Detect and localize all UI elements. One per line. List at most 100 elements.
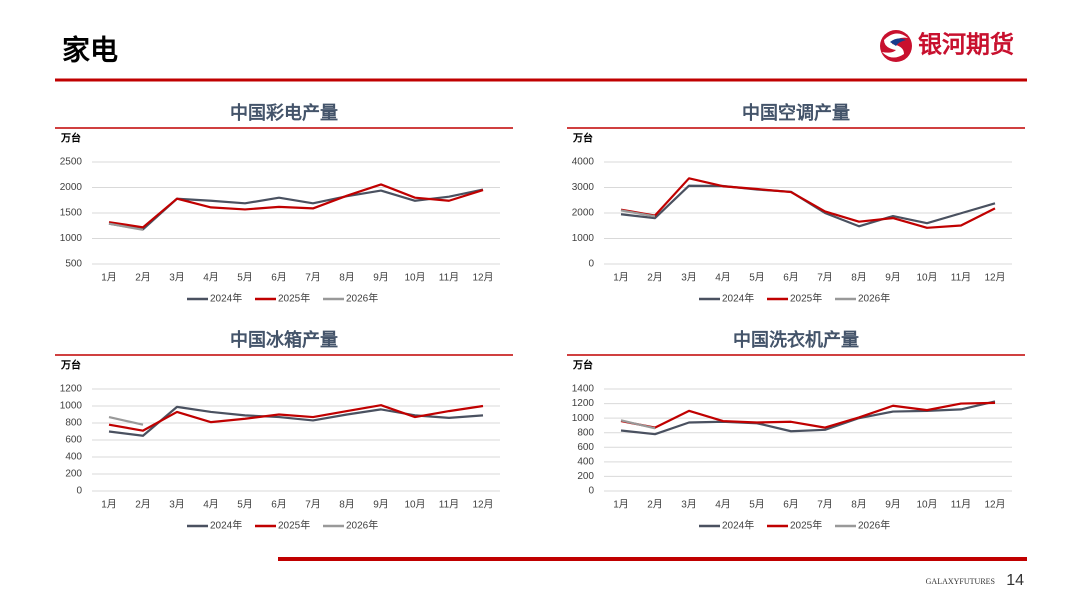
series-line bbox=[108, 222, 144, 231]
y-tick-label: 0 bbox=[588, 486, 594, 497]
y-tick-label: 400 bbox=[577, 456, 594, 467]
x-tick-label: 10月 bbox=[404, 499, 425, 511]
y-tick-label: 1500 bbox=[60, 208, 83, 219]
x-tick-label: 4月 bbox=[203, 499, 219, 511]
y-tick-label: 1400 bbox=[572, 384, 595, 395]
y-tick-label: 1000 bbox=[60, 233, 83, 244]
y-tick-label: 1000 bbox=[572, 233, 595, 244]
series-line bbox=[108, 405, 484, 437]
legend-label: 2026年 bbox=[858, 519, 890, 532]
page-title: 家电 bbox=[62, 33, 118, 65]
x-tick-label: 5月 bbox=[237, 499, 253, 511]
x-tick-label: 3月 bbox=[169, 499, 185, 511]
series-line bbox=[108, 415, 144, 426]
x-tick-label: 3月 bbox=[681, 272, 697, 284]
x-tick-label: 6月 bbox=[271, 499, 287, 511]
y-tick-label: 2000 bbox=[60, 182, 83, 193]
y-tick-label: 1200 bbox=[60, 384, 83, 395]
x-tick-label: 2月 bbox=[135, 272, 151, 284]
x-tick-label: 7月 bbox=[817, 272, 833, 284]
legend-label: 2024年 bbox=[210, 519, 242, 532]
x-tick-label: 8月 bbox=[851, 499, 867, 511]
legend-label: 2024年 bbox=[722, 519, 754, 532]
series-line bbox=[620, 419, 656, 430]
x-tick-label: 2月 bbox=[135, 499, 151, 511]
x-tick-label: 10月 bbox=[916, 272, 937, 284]
y-tick-label: 1000 bbox=[572, 413, 595, 424]
y-tick-label: 4000 bbox=[572, 157, 595, 168]
x-tick-label: 11月 bbox=[439, 272, 459, 284]
x-tick-label: 8月 bbox=[851, 272, 867, 284]
unit-label: 万台 bbox=[572, 132, 593, 145]
y-tick-label: 600 bbox=[577, 442, 594, 453]
x-tick-label: 3月 bbox=[681, 499, 697, 511]
legend-label: 2026年 bbox=[346, 292, 378, 305]
chart-title: 中国冰箱产量 bbox=[230, 329, 338, 350]
x-tick-label: 12月 bbox=[984, 499, 1005, 511]
y-tick-label: 500 bbox=[65, 259, 82, 270]
x-tick-label: 6月 bbox=[783, 499, 799, 511]
x-tick-label: 6月 bbox=[271, 272, 287, 284]
x-tick-label: 9月 bbox=[373, 499, 389, 511]
x-tick-label: 2月 bbox=[647, 272, 663, 284]
y-tick-label: 400 bbox=[65, 452, 82, 463]
y-tick-label: 0 bbox=[76, 486, 82, 497]
x-tick-label: 3月 bbox=[169, 272, 185, 284]
unit-label: 万台 bbox=[60, 132, 81, 145]
legend-label: 2025年 bbox=[790, 519, 822, 532]
x-tick-label: 7月 bbox=[305, 499, 321, 511]
chart-title: 中国洗衣机产量 bbox=[733, 329, 859, 350]
y-tick-label: 2000 bbox=[572, 208, 595, 219]
series-line bbox=[108, 404, 484, 432]
series-line bbox=[620, 209, 656, 218]
series-line bbox=[620, 401, 996, 429]
series-line bbox=[620, 400, 996, 436]
y-tick-label: 200 bbox=[577, 471, 594, 482]
legend-label: 2025年 bbox=[278, 292, 310, 305]
x-tick-label: 9月 bbox=[373, 272, 389, 284]
footer-brand: GALAXYFUTURES bbox=[926, 577, 995, 586]
x-tick-label: 10月 bbox=[916, 499, 937, 511]
x-tick-label: 5月 bbox=[237, 272, 253, 284]
y-tick-label: 2500 bbox=[60, 157, 83, 168]
unit-label: 万台 bbox=[60, 359, 81, 372]
legend-label: 2026年 bbox=[346, 519, 378, 532]
page-number: 14 bbox=[1006, 572, 1024, 589]
y-tick-label: 600 bbox=[65, 435, 82, 446]
x-tick-label: 9月 bbox=[885, 272, 901, 284]
x-tick-label: 12月 bbox=[472, 272, 493, 284]
y-tick-label: 0 bbox=[588, 259, 594, 270]
y-tick-label: 1000 bbox=[60, 401, 83, 412]
legend-label: 2025年 bbox=[278, 519, 310, 532]
y-tick-label: 200 bbox=[65, 469, 82, 480]
y-tick-label: 800 bbox=[577, 427, 594, 438]
x-tick-label: 1月 bbox=[613, 272, 629, 284]
x-tick-label: 5月 bbox=[749, 272, 765, 284]
x-tick-label: 6月 bbox=[783, 272, 799, 284]
y-tick-label: 3000 bbox=[572, 182, 595, 193]
unit-label: 万台 bbox=[572, 359, 593, 372]
series-line bbox=[620, 177, 996, 229]
chart-title: 中国空调产量 bbox=[742, 102, 850, 123]
x-tick-label: 4月 bbox=[715, 499, 731, 511]
x-tick-label: 9月 bbox=[885, 499, 901, 511]
y-tick-label: 800 bbox=[65, 418, 82, 429]
x-tick-label: 1月 bbox=[101, 499, 117, 511]
legend-label: 2024年 bbox=[210, 292, 242, 305]
chart-title: 中国彩电产量 bbox=[230, 102, 338, 123]
x-tick-label: 11月 bbox=[439, 499, 459, 511]
x-tick-label: 11月 bbox=[951, 272, 971, 284]
y-tick-label: 1200 bbox=[572, 398, 595, 409]
x-tick-label: 2月 bbox=[647, 499, 663, 511]
x-tick-label: 4月 bbox=[715, 272, 731, 284]
x-tick-label: 10月 bbox=[404, 272, 425, 284]
series-line bbox=[108, 183, 484, 229]
legend-label: 2024年 bbox=[722, 292, 754, 305]
logo-text: 银河期货 bbox=[918, 30, 1014, 58]
x-tick-label: 8月 bbox=[339, 272, 355, 284]
x-tick-label: 4月 bbox=[203, 272, 219, 284]
x-tick-label: 1月 bbox=[101, 272, 117, 284]
x-tick-label: 7月 bbox=[305, 272, 321, 284]
x-tick-label: 5月 bbox=[749, 499, 765, 511]
